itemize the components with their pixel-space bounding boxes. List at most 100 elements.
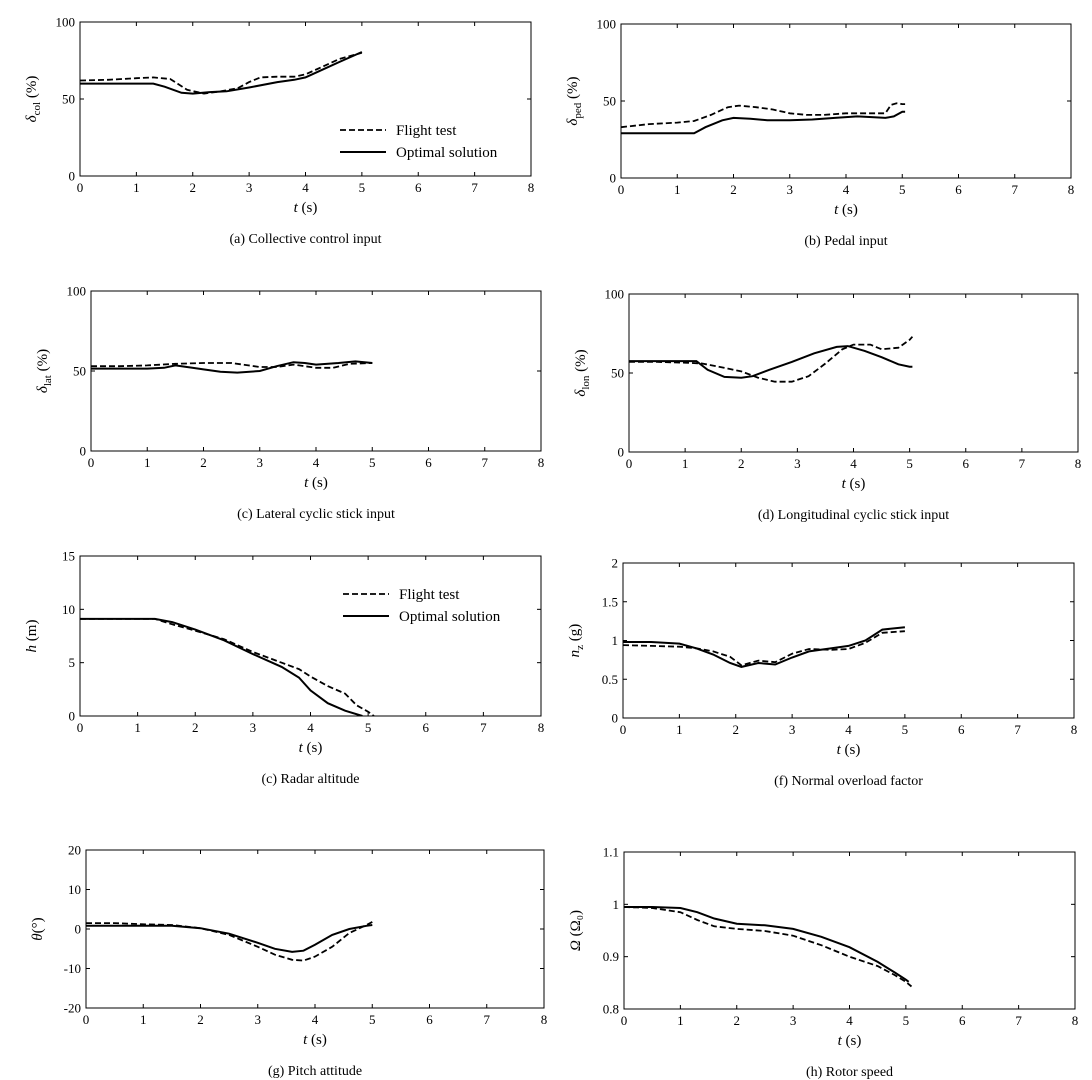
y-tick-label: 1: [612, 633, 619, 648]
series-optimal-solution-line: [621, 110, 906, 135]
panel-caption: (h) Rotor speed: [806, 1065, 893, 1080]
legend: Flight test Optimal solution: [343, 587, 501, 625]
y-tick-label: 0: [69, 169, 76, 184]
legend-label: Optimal solution: [396, 145, 498, 161]
x-tick-label: 3: [794, 456, 801, 471]
series-flight-test-line: [624, 906, 913, 988]
y-tick-label: 100: [67, 284, 87, 299]
plot-frame: [85, 849, 545, 1009]
y-axis-label: θ(°): [30, 917, 46, 940]
x-tick-label: 7: [471, 180, 478, 195]
x-tick-label: 0: [77, 720, 84, 735]
series-optimal-solution-line: [624, 906, 910, 983]
x-tick-label: 8: [528, 180, 535, 195]
x-axis-label: t (s): [294, 200, 318, 216]
chart-panel-3: 0 1 2 3 4 5 6 7 8 0 50 100 t (s) δlat (%) (c) Lateral …: [35, 284, 544, 523]
y-tick-label: 50: [611, 366, 624, 381]
x-tick-label: 8: [541, 1012, 548, 1027]
x-tick-label: 6: [423, 720, 430, 735]
y-tick-label: 5: [69, 655, 76, 670]
x-tick-label: 4: [307, 720, 314, 735]
x-tick-label: 8: [538, 455, 545, 470]
x-tick-label: 0: [77, 180, 84, 195]
y-tick-label: 0: [610, 171, 617, 186]
x-axis-label: t (s): [303, 1032, 327, 1048]
x-tick-label: 5: [902, 722, 909, 737]
chart-panel-7: 0 1 2 3 4 5 6 7 8 -20 -10 0 10 20 t (s) θ(°) (g) Pitch a…: [30, 843, 547, 1080]
x-tick-label: 1: [140, 1012, 147, 1027]
chart-panel-8: 0 1 2 3 4 5 6 7 8 0.8 0.9 1 1.1 t (s) Ω (Ω₀) (h) Rotor …: [568, 845, 1078, 1080]
plot-frame: [620, 23, 1072, 179]
x-tick-label: 6: [955, 182, 962, 197]
x-axis-label: t (s): [304, 475, 328, 491]
x-tick-label: 7: [1014, 722, 1021, 737]
y-axis-label: δcol (%): [24, 76, 43, 123]
y-tick-label: 1.5: [602, 594, 618, 609]
x-tick-label: 2: [197, 1012, 204, 1027]
series-optimal-solution-line: [80, 617, 363, 716]
x-tick-label: 0: [626, 456, 633, 471]
x-tick-label: 6: [959, 1013, 966, 1028]
y-tick-label: 0.5: [602, 672, 618, 687]
x-tick-label: 6: [415, 180, 422, 195]
x-tick-label: 4: [846, 1013, 853, 1028]
x-tick-label: 1: [676, 722, 683, 737]
y-tick-label: 0: [69, 709, 76, 724]
y-tick-label: 0: [612, 711, 619, 726]
x-tick-label: 0: [88, 455, 95, 470]
plot-frame: [79, 555, 542, 717]
x-tick-label: 0: [83, 1012, 90, 1027]
x-tick-label: 1: [682, 456, 689, 471]
y-axis-label: δlat (%): [35, 349, 54, 393]
x-tick-label: 6: [426, 1012, 433, 1027]
y-tick-label: 100: [597, 17, 617, 32]
x-tick-label: 1: [134, 720, 141, 735]
y-tick-label: 100: [56, 15, 76, 30]
x-tick-label: 6: [425, 455, 432, 470]
x-tick-label: 1: [133, 180, 140, 195]
x-axis-label: t (s): [834, 202, 858, 218]
y-tick-label: 20: [68, 843, 81, 858]
legend-label: Flight test: [396, 123, 457, 139]
panel-caption: (b) Pedal input: [804, 234, 887, 249]
x-tick-label: 3: [250, 720, 257, 735]
legend: Flight test Optimal solution: [340, 123, 498, 161]
x-tick-label: 4: [845, 722, 852, 737]
x-tick-label: 0: [620, 722, 627, 737]
x-tick-label: 5: [369, 455, 376, 470]
x-tick-label: 2: [200, 455, 207, 470]
chart-panel-2: 0 1 2 3 4 5 6 7 8 0 50 100 t (s) δped (%) (b) Pedal in…: [565, 17, 1074, 250]
x-axis-label: t (s): [838, 1033, 862, 1049]
x-tick-label: 7: [1019, 456, 1026, 471]
series-flight-test-line: [91, 362, 373, 369]
x-tick-label: 2: [190, 180, 197, 195]
panel-caption: (c) Radar altitude: [262, 772, 360, 787]
plot-frame: [622, 562, 1075, 719]
x-tick-label: 6: [963, 456, 970, 471]
chart-panel-4: 0 1 2 3 4 5 6 7 8 0 50 100 t (s) δlon (%) (d) Longitud…: [573, 287, 1081, 524]
y-tick-label: 0.9: [603, 949, 619, 964]
x-tick-label: 7: [480, 720, 487, 735]
x-tick-label: 8: [538, 720, 545, 735]
x-tick-label: 3: [257, 455, 264, 470]
chart-panel-1: 0 1 2 3 4 5 6 7 8 0 50 100 t (s) δcol (%) (a) Collecti…: [24, 15, 534, 248]
x-tick-label: 5: [359, 180, 366, 195]
x-tick-label: 1: [674, 182, 681, 197]
y-tick-label: 0: [618, 445, 625, 460]
x-axis-label: t (s): [299, 740, 323, 756]
x-tick-label: 4: [843, 182, 850, 197]
x-tick-label: 2: [734, 1013, 741, 1028]
legend-label: Optimal solution: [399, 609, 501, 625]
x-tick-label: 7: [1015, 1013, 1022, 1028]
y-tick-label: 50: [73, 364, 86, 379]
panel-caption: (g) Pitch attitude: [268, 1064, 362, 1079]
series-optimal-solution-line: [80, 51, 363, 95]
y-tick-label: 0.8: [603, 1002, 619, 1017]
x-tick-label: 5: [906, 456, 913, 471]
x-axis-label: t (s): [842, 476, 866, 492]
plot-frame: [623, 851, 1076, 1010]
x-tick-label: 7: [484, 1012, 491, 1027]
panel-caption: (d) Longitudinal cyclic stick input: [758, 508, 949, 523]
x-tick-label: 2: [738, 456, 745, 471]
